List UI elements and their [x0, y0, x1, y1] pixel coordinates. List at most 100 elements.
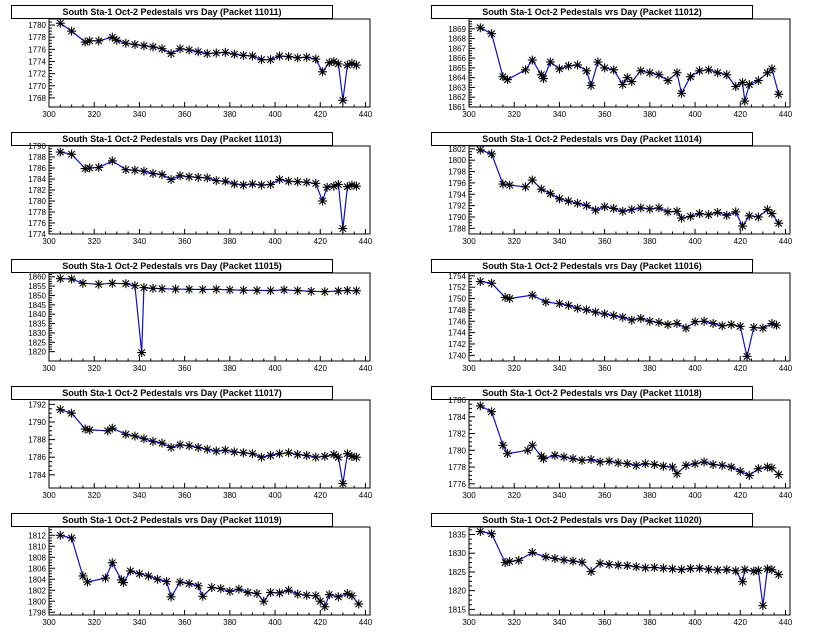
data-point: [749, 323, 759, 333]
data-point: [731, 207, 741, 217]
data-point: [94, 279, 104, 289]
y-tick-label: 1868: [448, 35, 466, 44]
x-tick-label: 300: [42, 110, 56, 119]
data-point: [521, 65, 531, 75]
data-point: [767, 565, 777, 575]
y-tick-label: 1780: [448, 446, 466, 455]
data-point: [148, 436, 158, 446]
y-tick-label: 1742: [448, 340, 466, 349]
data-point: [744, 470, 754, 480]
data-point: [595, 457, 605, 467]
data-point: [247, 51, 257, 61]
x-tick-label: 340: [133, 110, 147, 119]
data-point: [731, 81, 741, 91]
data-point: [193, 581, 203, 591]
x-tick-label: 420: [734, 364, 748, 373]
x-tick-label: 400: [688, 237, 702, 246]
x-tick-label: 440: [359, 618, 373, 627]
data-point: [247, 449, 257, 459]
data-point: [225, 285, 235, 295]
data-point: [293, 53, 303, 63]
data-point: [622, 459, 632, 469]
data-point: [636, 66, 646, 76]
data-point: [333, 452, 343, 462]
x-tick-label: 420: [314, 491, 328, 500]
y-tick-label: 1788: [28, 436, 46, 445]
y-tick-label: 1776: [28, 45, 46, 54]
x-tick-label: 320: [88, 491, 102, 500]
data-point: [139, 166, 149, 176]
data-point: [216, 584, 226, 594]
data-point: [554, 64, 564, 74]
data-point: [541, 552, 551, 562]
x-tick-label: 320: [88, 618, 102, 627]
data-point: [487, 149, 497, 159]
x-tick-label: 340: [553, 364, 567, 373]
data-point: [256, 180, 266, 190]
data-point: [171, 284, 181, 294]
data-point: [577, 557, 587, 567]
plot-frame: [468, 272, 791, 362]
y-tick-label: 1790: [28, 142, 46, 151]
data-point: [618, 206, 628, 216]
x-tick-label: 420: [734, 491, 748, 500]
x-tick-label: 340: [553, 237, 567, 246]
data-point: [107, 558, 117, 568]
data-point: [695, 563, 705, 573]
x-tick-label: 300: [42, 237, 56, 246]
data-point: [166, 592, 176, 602]
y-tick-label: 1750: [448, 295, 466, 304]
data-point: [672, 469, 682, 479]
x-tick-label: 380: [223, 364, 237, 373]
y-tick-label: 1808: [28, 553, 46, 562]
data-point: [541, 297, 551, 307]
data-point: [758, 323, 768, 333]
data-point: [502, 75, 512, 85]
y-tick-label: 1788: [28, 153, 46, 162]
data-point: [505, 180, 515, 190]
y-tick-label: 1861: [448, 103, 466, 112]
data-point: [475, 277, 485, 287]
data-point: [563, 61, 573, 71]
data-point: [591, 205, 601, 215]
y-tick-label: 1784: [28, 471, 46, 480]
data-point: [539, 454, 549, 464]
data-point: [627, 205, 637, 215]
data-point: [600, 202, 610, 212]
data-point: [322, 182, 332, 192]
data-point: [514, 555, 524, 565]
plot-frame: [468, 145, 791, 235]
data-point: [672, 68, 682, 78]
data-point: [563, 196, 573, 206]
data-point: [55, 18, 65, 28]
data-point: [767, 319, 777, 329]
data-point: [559, 452, 569, 462]
x-tick-label: 360: [178, 237, 192, 246]
x-tick-label: 440: [779, 491, 793, 500]
plot-frame: [48, 18, 371, 108]
data-point: [85, 36, 95, 46]
data-point: [722, 565, 732, 575]
data-point: [713, 68, 723, 78]
data-point: [550, 553, 560, 563]
data-point: [302, 590, 312, 600]
data-point: [347, 591, 357, 601]
y-tick-label: 1786: [28, 164, 46, 173]
data-point: [311, 178, 321, 188]
data-point: [318, 67, 328, 77]
x-tick-label: 320: [88, 110, 102, 119]
data-point: [774, 218, 784, 228]
y-tick-label: 1752: [448, 283, 466, 292]
x-tick-label: 440: [779, 110, 793, 119]
data-point: [67, 533, 77, 543]
data-point: [582, 305, 592, 315]
y-tick-label: 1796: [448, 179, 466, 188]
data-point: [695, 209, 705, 219]
data-point: [256, 55, 266, 65]
y-tick-label: 1850: [28, 291, 46, 300]
x-tick-label: 440: [359, 491, 373, 500]
data-point: [211, 176, 221, 186]
data-point: [112, 35, 122, 45]
y-tick-label: 1798: [448, 168, 466, 177]
data-point: [78, 278, 88, 288]
